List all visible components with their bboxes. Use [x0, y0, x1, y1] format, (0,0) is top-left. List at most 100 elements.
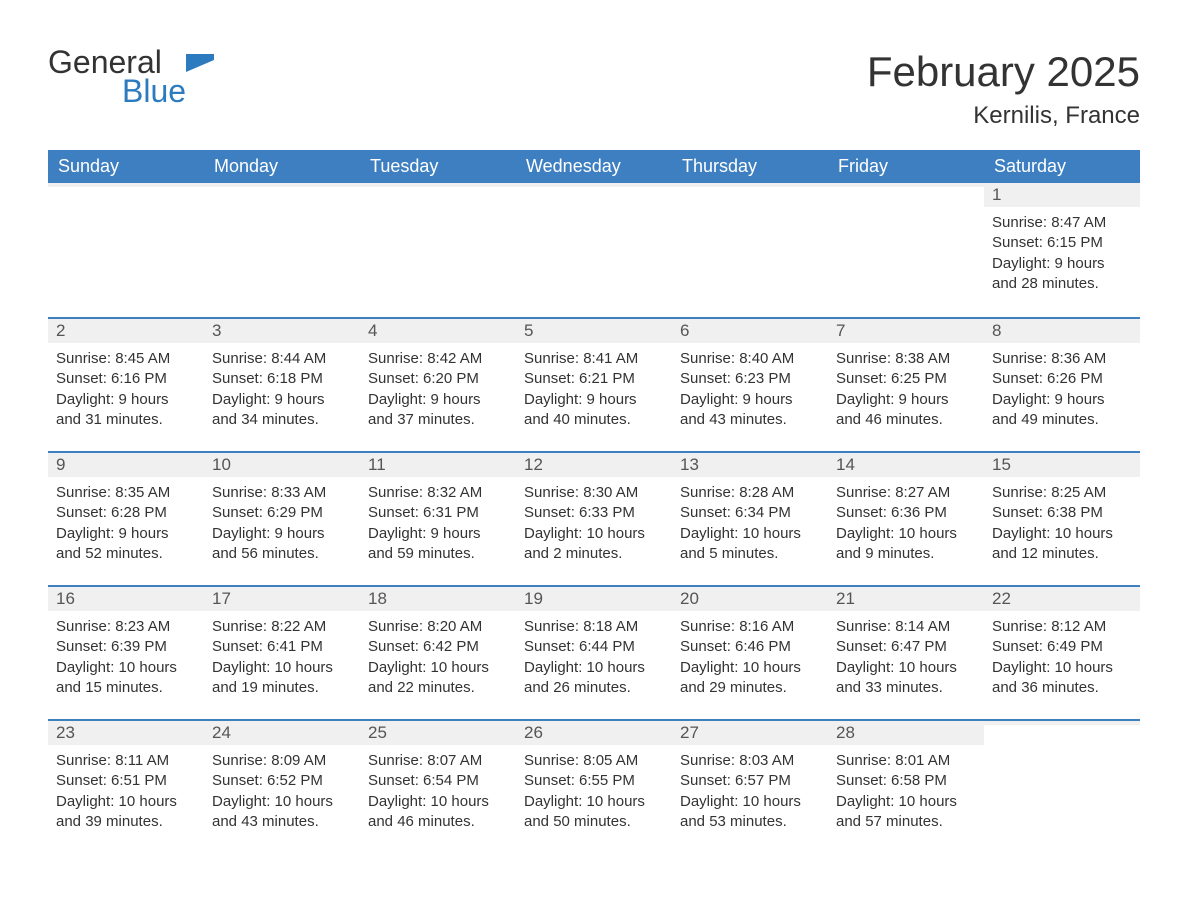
- day-details: Sunrise: 8:05 AMSunset: 6:55 PMDaylight:…: [516, 745, 672, 842]
- day-details: Sunrise: 8:38 AMSunset: 6:25 PMDaylight:…: [828, 343, 984, 440]
- sunset-line: Sunset: 6:54 PM: [368, 771, 508, 791]
- sunrise-line: Sunrise: 8:32 AM: [368, 483, 508, 503]
- day-header: Friday: [828, 150, 984, 183]
- sunset-line: Sunset: 6:42 PM: [368, 637, 508, 657]
- calendar-cell: 20Sunrise: 8:16 AMSunset: 6:46 PMDayligh…: [672, 585, 828, 719]
- day-details: Sunrise: 8:28 AMSunset: 6:34 PMDaylight:…: [672, 477, 828, 574]
- sunset-line: Sunset: 6:16 PM: [56, 369, 196, 389]
- daylight-line-2: and 49 minutes.: [992, 410, 1132, 430]
- daylight-line-2: and 40 minutes.: [524, 410, 664, 430]
- calendar-week-row: 2Sunrise: 8:45 AMSunset: 6:16 PMDaylight…: [48, 317, 1140, 451]
- daylight-line-2: and 39 minutes.: [56, 812, 196, 832]
- sunrise-line: Sunrise: 8:33 AM: [212, 483, 352, 503]
- day-number: 11: [360, 451, 516, 477]
- sunset-line: Sunset: 6:38 PM: [992, 503, 1132, 523]
- daylight-line-1: Daylight: 9 hours: [212, 524, 352, 544]
- daylight-line-2: and 2 minutes.: [524, 544, 664, 564]
- daylight-line-2: and 9 minutes.: [836, 544, 976, 564]
- sunset-line: Sunset: 6:15 PM: [992, 233, 1132, 253]
- daylight-line-2: and 43 minutes.: [212, 812, 352, 832]
- sunrise-line: Sunrise: 8:14 AM: [836, 617, 976, 637]
- daylight-line-2: and 37 minutes.: [368, 410, 508, 430]
- sunrise-line: Sunrise: 8:41 AM: [524, 349, 664, 369]
- sunset-line: Sunset: 6:41 PM: [212, 637, 352, 657]
- day-number: 7: [828, 317, 984, 343]
- day-number: [360, 183, 516, 187]
- sunset-line: Sunset: 6:25 PM: [836, 369, 976, 389]
- calendar-cell: 1Sunrise: 8:47 AMSunset: 6:15 PMDaylight…: [984, 183, 1140, 317]
- brand-name-2: Blue: [48, 77, 186, 106]
- daylight-line-1: Daylight: 10 hours: [992, 658, 1132, 678]
- calendar-cell: 23Sunrise: 8:11 AMSunset: 6:51 PMDayligh…: [48, 719, 204, 853]
- calendar-cell: 2Sunrise: 8:45 AMSunset: 6:16 PMDaylight…: [48, 317, 204, 451]
- header: General Blue February 2025 Kernilis, Fra…: [48, 48, 1140, 130]
- day-header: Sunday: [48, 150, 204, 183]
- brand-flag-icon: [186, 54, 214, 83]
- day-number: [48, 183, 204, 187]
- daylight-line-1: Daylight: 10 hours: [56, 658, 196, 678]
- sunrise-line: Sunrise: 8:45 AM: [56, 349, 196, 369]
- daylight-line-1: Daylight: 9 hours: [212, 390, 352, 410]
- calendar-cell: 16Sunrise: 8:23 AMSunset: 6:39 PMDayligh…: [48, 585, 204, 719]
- sunrise-line: Sunrise: 8:23 AM: [56, 617, 196, 637]
- sunset-line: Sunset: 6:46 PM: [680, 637, 820, 657]
- day-details: Sunrise: 8:18 AMSunset: 6:44 PMDaylight:…: [516, 611, 672, 708]
- day-header: Saturday: [984, 150, 1140, 183]
- day-number: 26: [516, 719, 672, 745]
- sunset-line: Sunset: 6:26 PM: [992, 369, 1132, 389]
- daylight-line-2: and 31 minutes.: [56, 410, 196, 430]
- calendar-cell: 21Sunrise: 8:14 AMSunset: 6:47 PMDayligh…: [828, 585, 984, 719]
- calendar-cell: 10Sunrise: 8:33 AMSunset: 6:29 PMDayligh…: [204, 451, 360, 585]
- calendar-cell: 13Sunrise: 8:28 AMSunset: 6:34 PMDayligh…: [672, 451, 828, 585]
- daylight-line-1: Daylight: 9 hours: [368, 390, 508, 410]
- sunrise-line: Sunrise: 8:07 AM: [368, 751, 508, 771]
- daylight-line-1: Daylight: 9 hours: [836, 390, 976, 410]
- day-header: Thursday: [672, 150, 828, 183]
- day-number: 6: [672, 317, 828, 343]
- daylight-line-1: Daylight: 10 hours: [524, 792, 664, 812]
- day-header: Monday: [204, 150, 360, 183]
- sunset-line: Sunset: 6:33 PM: [524, 503, 664, 523]
- day-details: Sunrise: 8:35 AMSunset: 6:28 PMDaylight:…: [48, 477, 204, 574]
- day-number: 23: [48, 719, 204, 745]
- day-number: 5: [516, 317, 672, 343]
- calendar-cell: 12Sunrise: 8:30 AMSunset: 6:33 PMDayligh…: [516, 451, 672, 585]
- daylight-line-1: Daylight: 9 hours: [56, 524, 196, 544]
- day-number: 1: [984, 183, 1140, 207]
- day-number: 3: [204, 317, 360, 343]
- sunset-line: Sunset: 6:21 PM: [524, 369, 664, 389]
- calendar-cell: 3Sunrise: 8:44 AMSunset: 6:18 PMDaylight…: [204, 317, 360, 451]
- day-number: 4: [360, 317, 516, 343]
- sunrise-line: Sunrise: 8:27 AM: [836, 483, 976, 503]
- daylight-line-2: and 22 minutes.: [368, 678, 508, 698]
- calendar-week-row: 1Sunrise: 8:47 AMSunset: 6:15 PMDaylight…: [48, 183, 1140, 317]
- sunrise-line: Sunrise: 8:42 AM: [368, 349, 508, 369]
- calendar-cell: 14Sunrise: 8:27 AMSunset: 6:36 PMDayligh…: [828, 451, 984, 585]
- calendar-cell: [48, 183, 204, 317]
- sunset-line: Sunset: 6:51 PM: [56, 771, 196, 791]
- calendar-cell: [828, 183, 984, 317]
- calendar-cell: 22Sunrise: 8:12 AMSunset: 6:49 PMDayligh…: [984, 585, 1140, 719]
- daylight-line-2: and 29 minutes.: [680, 678, 820, 698]
- sunrise-line: Sunrise: 8:09 AM: [212, 751, 352, 771]
- day-number: 18: [360, 585, 516, 611]
- sunrise-line: Sunrise: 8:22 AM: [212, 617, 352, 637]
- day-number: [672, 183, 828, 187]
- sunset-line: Sunset: 6:58 PM: [836, 771, 976, 791]
- day-details: Sunrise: 8:11 AMSunset: 6:51 PMDaylight:…: [48, 745, 204, 842]
- daylight-line-2: and 50 minutes.: [524, 812, 664, 832]
- daylight-line-2: and 59 minutes.: [368, 544, 508, 564]
- daylight-line-2: and 34 minutes.: [212, 410, 352, 430]
- daylight-line-2: and 33 minutes.: [836, 678, 976, 698]
- calendar-cell: [204, 183, 360, 317]
- day-details: Sunrise: 8:41 AMSunset: 6:21 PMDaylight:…: [516, 343, 672, 440]
- day-number: [828, 183, 984, 187]
- daylight-line-1: Daylight: 10 hours: [680, 658, 820, 678]
- sunset-line: Sunset: 6:36 PM: [836, 503, 976, 523]
- sunrise-line: Sunrise: 8:11 AM: [56, 751, 196, 771]
- daylight-line-1: Daylight: 10 hours: [368, 792, 508, 812]
- day-details: Sunrise: 8:25 AMSunset: 6:38 PMDaylight:…: [984, 477, 1140, 574]
- day-details: Sunrise: 8:23 AMSunset: 6:39 PMDaylight:…: [48, 611, 204, 708]
- day-number: 27: [672, 719, 828, 745]
- brand-logo: General Blue: [48, 48, 214, 106]
